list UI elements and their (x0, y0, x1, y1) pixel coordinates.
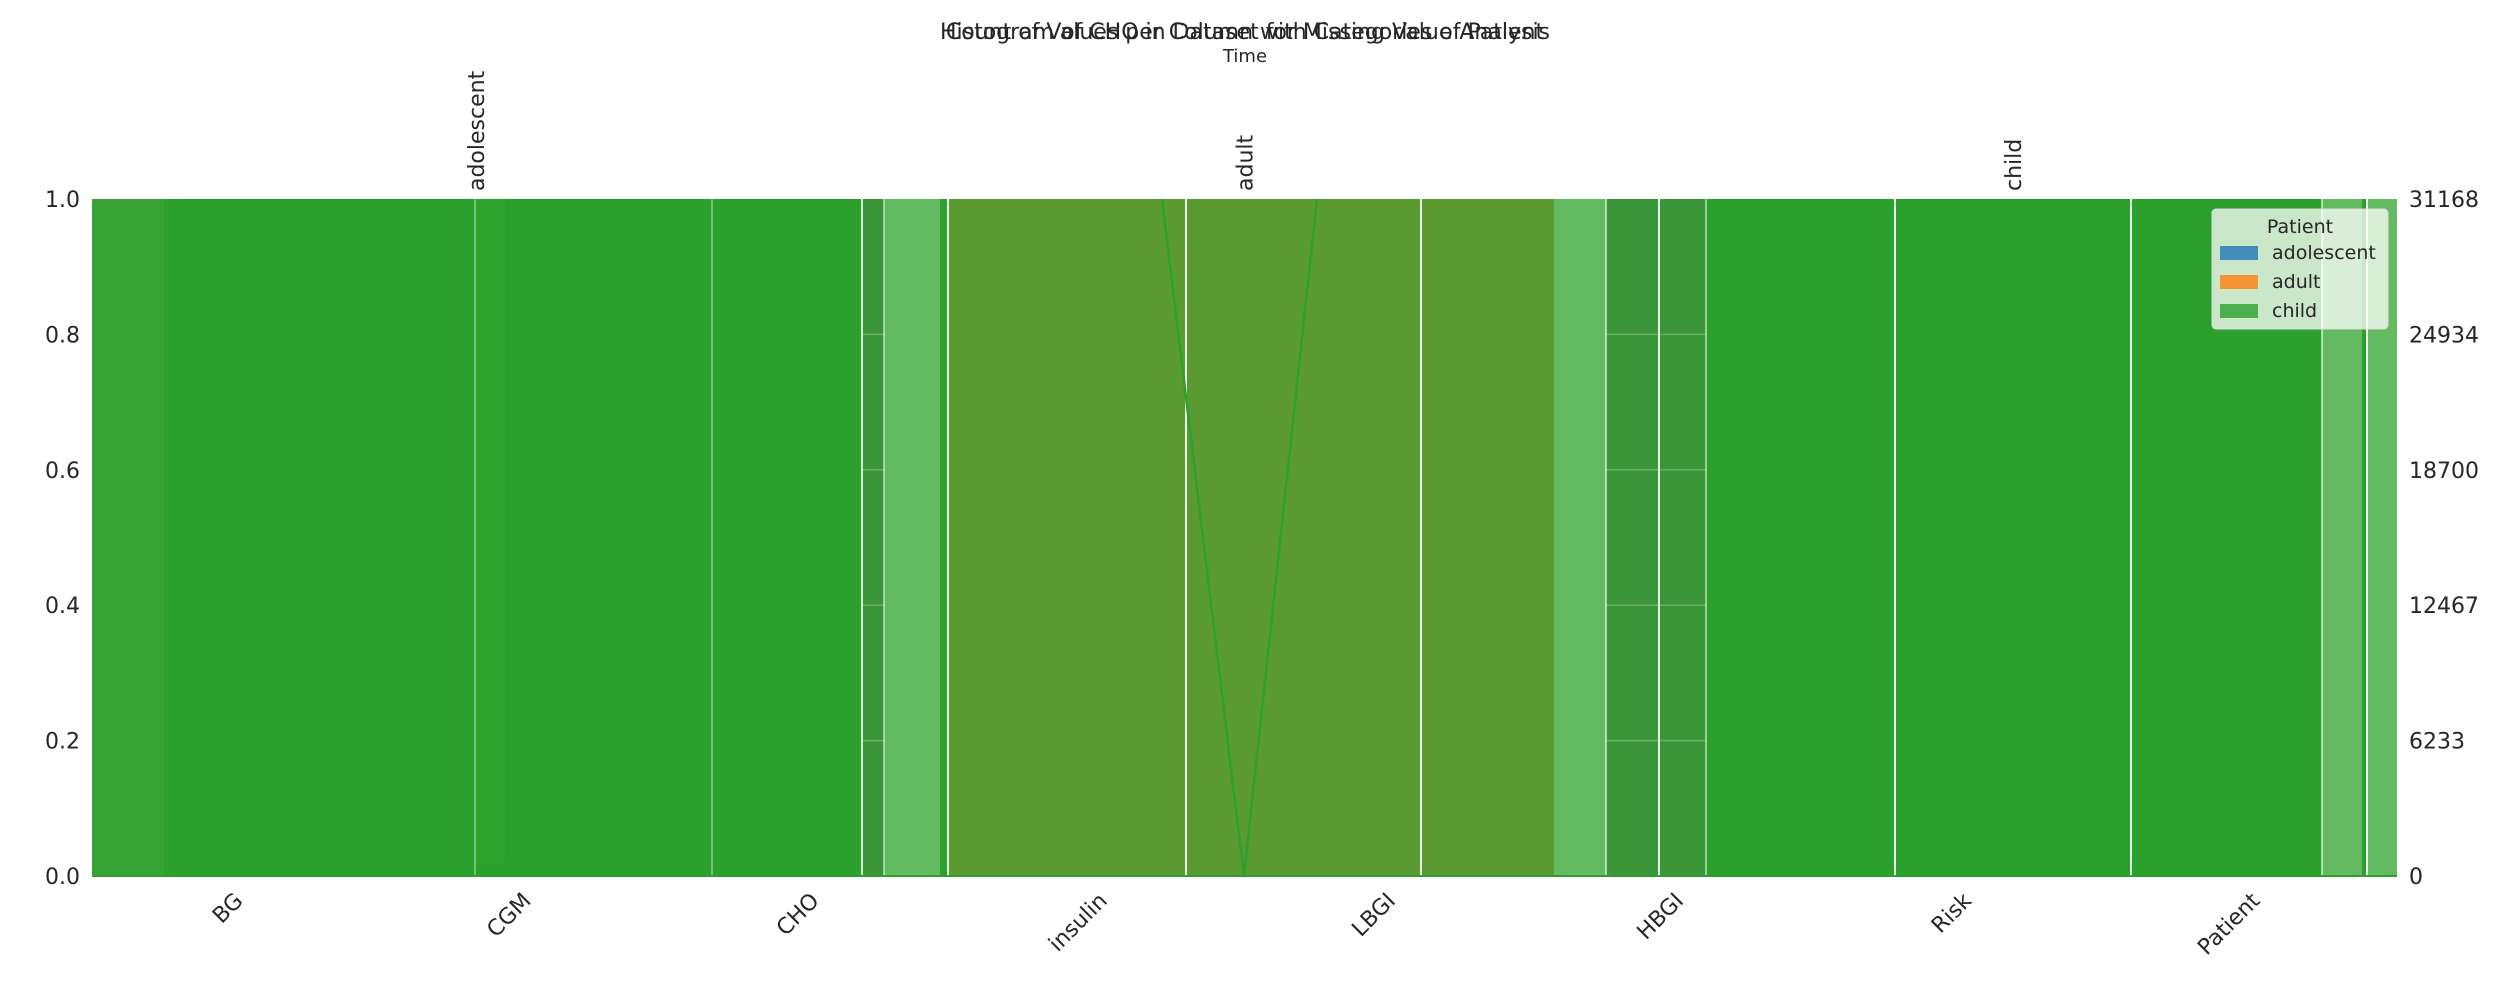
left-y-tick-label: 1.0 (45, 188, 80, 213)
right-y-tick-label: 24934 (2409, 323, 2479, 348)
right-y-tick-label: 31168 (2409, 188, 2479, 213)
x-tick-label: LBGI (1347, 889, 1400, 942)
legend-label-adult: adult (2272, 271, 2320, 293)
top-category-label: adult (1234, 134, 1259, 191)
legend-label-adolescent: adolescent (2272, 242, 2376, 264)
left-y-tick-label: 0.2 (45, 730, 80, 755)
left-y-ticks: 0.0 0.2 0.4 0.6 0.8 1.0 (45, 188, 80, 890)
left-y-tick-label: 0.6 (45, 459, 80, 484)
x-tick-label: HBGI (1633, 889, 1689, 945)
band-5 (1554, 199, 1606, 876)
inner-gridlines (862, 333, 1706, 742)
legend-title: Patient (2267, 216, 2333, 238)
x-tick-label: Patient (2193, 888, 2265, 960)
chart-title-1: Count of Values per Column with Categori… (946, 20, 1545, 45)
x-tick-label: insulin (1044, 889, 1112, 957)
x-tick-label: CGM (482, 889, 536, 943)
right-y-tick-label: 12467 (2409, 594, 2479, 619)
top-category-label: child (2002, 139, 2027, 191)
left-y-tick-label: 0.4 (45, 594, 80, 619)
x-tick-label: BG (208, 889, 248, 929)
legend-swatch-adolescent (2220, 246, 2258, 260)
band-1 (475, 199, 505, 863)
band-2 (862, 199, 884, 876)
band-4 (948, 199, 1554, 876)
chart-title-2: Histogram of CHO in Dataset for Missing … (940, 20, 1550, 45)
left-y-tick-label: 0.8 (45, 323, 80, 348)
legend-swatch-child (2220, 304, 2258, 318)
right-y-tick-label: 18700 (2409, 459, 2479, 484)
left-y-tick-label: 0.0 (45, 865, 80, 890)
band-0 (92, 199, 164, 876)
x-tick-labels: BG CGM CHO insulin LBGI HBGI Risk Patient (208, 888, 2265, 960)
right-y-tick-label: 0 (2409, 865, 2423, 890)
right-y-tick-label: 6233 (2409, 730, 2465, 755)
legend-swatch-adult (2220, 275, 2258, 289)
right-y-ticks: 0 6233 12467 18700 24934 31168 (2409, 188, 2479, 890)
legend-label-child: child (2272, 300, 2317, 322)
band-6 (1606, 199, 1706, 876)
band-3 (884, 199, 940, 876)
legend-box (2211, 208, 2389, 330)
top-xlabel: Time (1222, 46, 1267, 67)
x-tick-label: Risk (1927, 888, 1977, 938)
legend: Patient adolescent adult child (2211, 208, 2389, 330)
top-category-labels: adolescent adult child (465, 70, 2027, 191)
bar-separators (474, 199, 2368, 876)
x-tick-label: CHO (772, 889, 824, 941)
top-category-label: adolescent (465, 70, 490, 191)
